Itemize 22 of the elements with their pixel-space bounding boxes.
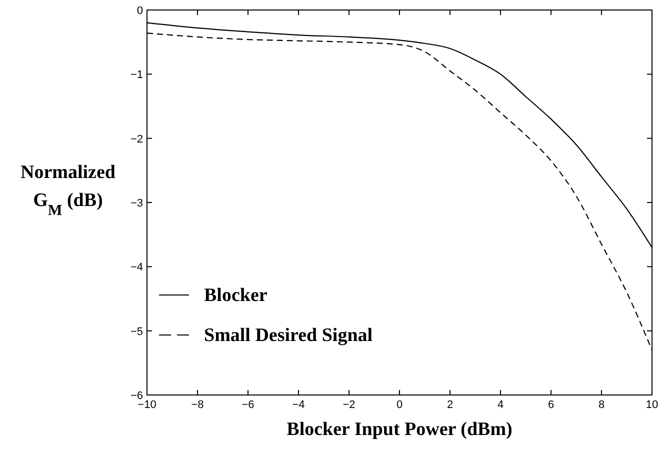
x-tick-label: −10: [138, 399, 156, 411]
y-tick-label: −4: [130, 262, 143, 274]
y-axis-title: Normalized G$_{M}$ (dB): [20, 162, 116, 218]
y-tick-label: −6: [130, 390, 143, 402]
x-tick-label: 0: [396, 399, 403, 411]
y-tick-label: −1: [130, 69, 143, 82]
x-tick-label: 10: [646, 399, 658, 411]
y-tick-label: 0: [136, 5, 143, 17]
x-tick-label: 2: [446, 399, 454, 411]
x-tick-label: −4: [292, 399, 305, 411]
x-tick-label: 6: [548, 399, 554, 411]
x-axis-title: Blocker Input Power (dBm): [286, 419, 512, 440]
y-tick-label: −2: [130, 133, 143, 146]
y-tick-label: −3: [130, 198, 143, 210]
legend-label: Small Desired Signal: [204, 325, 373, 346]
x-tick-label: 8: [598, 399, 605, 411]
x-tick-label: −8: [191, 399, 204, 411]
y-tick-label: −5: [130, 326, 143, 338]
legend-label: Blocker: [204, 285, 268, 306]
x-tick-label: −2: [342, 399, 356, 411]
x-tick-label: 4: [497, 399, 504, 411]
x-tick-label: −6: [242, 399, 254, 411]
